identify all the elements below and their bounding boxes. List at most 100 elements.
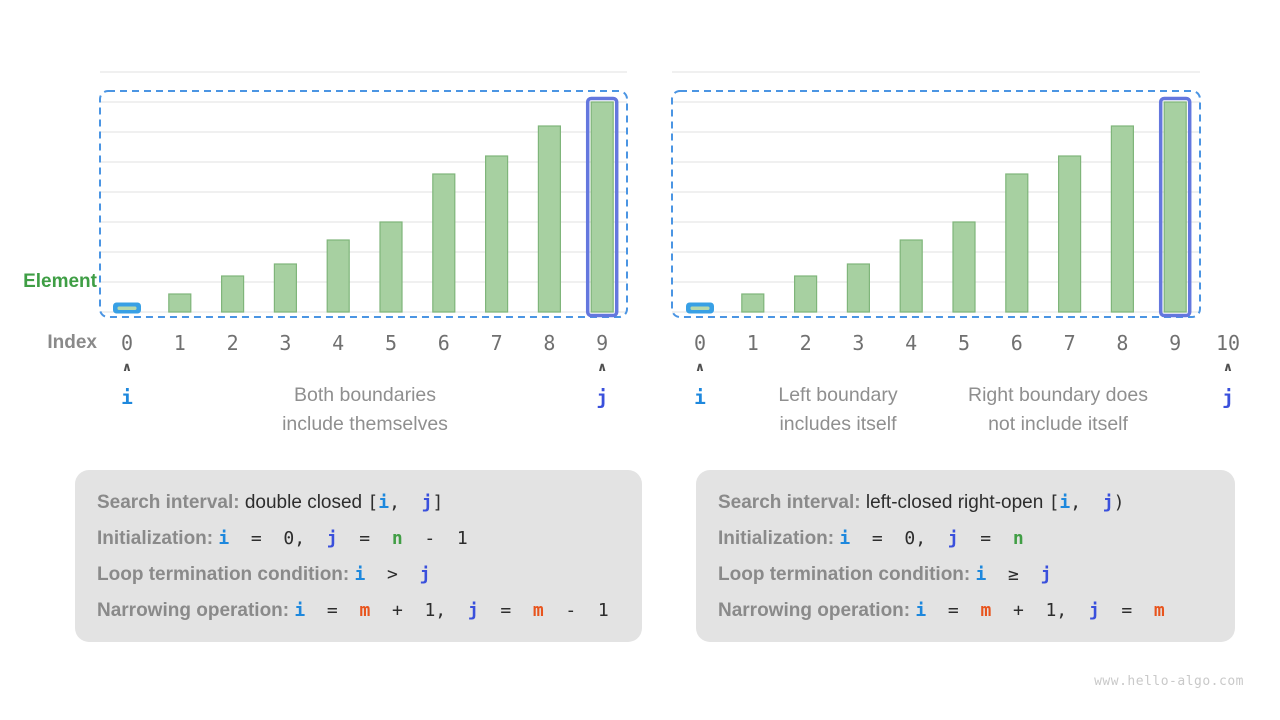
search-range-dashed-border — [99, 90, 628, 318]
code-text: j — [947, 528, 959, 549]
array-bar-4 — [326, 239, 350, 313]
index-number-1: 1 — [174, 331, 186, 355]
field-label: Search interval: — [718, 492, 861, 513]
field-label: Search interval: — [97, 492, 240, 513]
index-number-7: 7 — [1064, 331, 1076, 355]
field-label: Loop termination condition: — [718, 564, 971, 585]
info-line: Narrowing operation: i = m + 1, j = m - … — [97, 593, 642, 629]
code-text: = — [478, 600, 533, 621]
index-number-8: 8 — [543, 331, 555, 355]
index-number-2: 2 — [227, 331, 239, 355]
code-text: i — [294, 600, 306, 621]
code-text: i — [378, 492, 390, 513]
array-bar-2 — [793, 275, 818, 313]
info-line: Initialization: i = 0, j = n — [718, 521, 1235, 557]
index-number-6: 6 — [438, 331, 450, 355]
index-number-0: 0 — [694, 331, 706, 355]
info-line: Loop termination condition: i ≥ j — [718, 557, 1235, 593]
array-bar-5 — [379, 221, 403, 313]
search-range-dashed-border — [671, 90, 1201, 318]
code-text: ≥ — [986, 564, 1041, 585]
index-axis-label: Index — [47, 332, 97, 353]
code-text: = — [926, 600, 981, 621]
caption: Right boundary does not include itself — [968, 384, 1148, 435]
last-element-ring-highlight — [585, 96, 619, 318]
first-element-inner-bar — [117, 306, 137, 310]
array-bar-8 — [1110, 125, 1134, 313]
array-bar-3 — [273, 263, 297, 313]
code-text: - 1 — [543, 600, 609, 621]
code-text: [ — [367, 492, 379, 513]
code-text: ) — [1113, 492, 1125, 513]
pointer-label-i: i — [121, 386, 133, 409]
index-number-5: 5 — [958, 331, 970, 355]
pointer-label-i: i — [694, 386, 706, 409]
info-line: Initialization: i = 0, j = n - 1 — [97, 521, 642, 557]
field-label: Initialization: — [97, 528, 214, 549]
chart-left-closed-right-open-interval: 0 1 2 3 4 5 6 7 8 9 10 ∧ i ∧ j Left boundary includes it… — [671, 71, 1240, 435]
array-bar-2 — [220, 275, 245, 313]
field-label: Narrowing operation: — [97, 600, 290, 621]
code-text: j — [1040, 564, 1052, 585]
info-line: Search interval: left-closed right-open … — [718, 485, 1235, 521]
info-box-left-closed-right-open: Search interval: left-closed right-open … — [696, 470, 1235, 642]
chart-double-closed-interval: 0 1 2 3 4 5 6 7 8 9 ∧ i ∧ j Both boundaries include the… — [99, 71, 628, 435]
pointer-arrow-j: ∧ — [1223, 359, 1233, 374]
array-bar-6 — [1005, 173, 1029, 313]
array-bar-9 — [590, 101, 614, 313]
index-number-10: 10 — [1216, 331, 1240, 355]
array-bar-1 — [168, 293, 192, 313]
pointer-arrow-j: ∧ — [597, 359, 607, 374]
index-number-3: 3 — [279, 331, 291, 355]
array-bar-4 — [899, 239, 923, 313]
array-bar-6 — [432, 173, 456, 313]
code-text: = — [305, 600, 360, 621]
code-text: double closed — [239, 492, 368, 513]
code-text: i — [975, 564, 987, 585]
array-bar-3 — [846, 263, 870, 313]
pointer-label-j: j — [596, 386, 608, 409]
index-number-9: 9 — [596, 331, 608, 355]
code-text: m — [532, 600, 544, 621]
code-text: j — [419, 564, 431, 585]
code-text: , — [1070, 492, 1103, 513]
code-text: i — [1059, 492, 1071, 513]
caption: Both boundaries include themselves — [282, 384, 448, 435]
last-element-ring-highlight — [1158, 96, 1192, 318]
code-text: m — [1153, 600, 1165, 621]
code-text: n — [1012, 528, 1024, 549]
index-number-4: 4 — [332, 331, 344, 355]
code-text: i — [839, 528, 851, 549]
code-text: - 1 — [402, 528, 468, 549]
first-element-inner-bar — [690, 306, 710, 310]
code-text: > — [365, 564, 420, 585]
code-text: , — [389, 492, 422, 513]
info-line: Search interval: double closed [i, j] — [97, 485, 642, 521]
code-text: j — [1088, 600, 1100, 621]
array-bar-7 — [1058, 155, 1082, 313]
array-bar-5 — [952, 221, 976, 313]
code-text: m — [980, 600, 992, 621]
array-bar-1 — [741, 293, 765, 313]
index-number-6: 6 — [1011, 331, 1023, 355]
index-number-8: 8 — [1116, 331, 1128, 355]
element-axis-label: Element — [23, 271, 97, 292]
pointer-arrow-i: ∧ — [695, 359, 705, 374]
index-number-7: 7 — [491, 331, 503, 355]
pointer-label-j: j — [1222, 386, 1234, 409]
info-line: Loop termination condition: i > j — [97, 557, 642, 593]
pointer-arrow-i: ∧ — [122, 359, 132, 374]
code-text: ] — [432, 492, 444, 513]
info-line: Narrowing operation: i = m + 1, j = m — [718, 593, 1235, 629]
index-number-1: 1 — [747, 331, 759, 355]
code-text: j — [467, 600, 479, 621]
array-bar-8 — [537, 125, 561, 313]
code-text: = — [1099, 600, 1154, 621]
code-text: [ — [1048, 492, 1060, 513]
code-text: = 0, — [229, 528, 327, 549]
code-text: left-closed right-open — [860, 492, 1049, 513]
field-label: Narrowing operation: — [718, 600, 911, 621]
code-text: i — [915, 600, 927, 621]
field-label: Loop termination condition: — [97, 564, 350, 585]
